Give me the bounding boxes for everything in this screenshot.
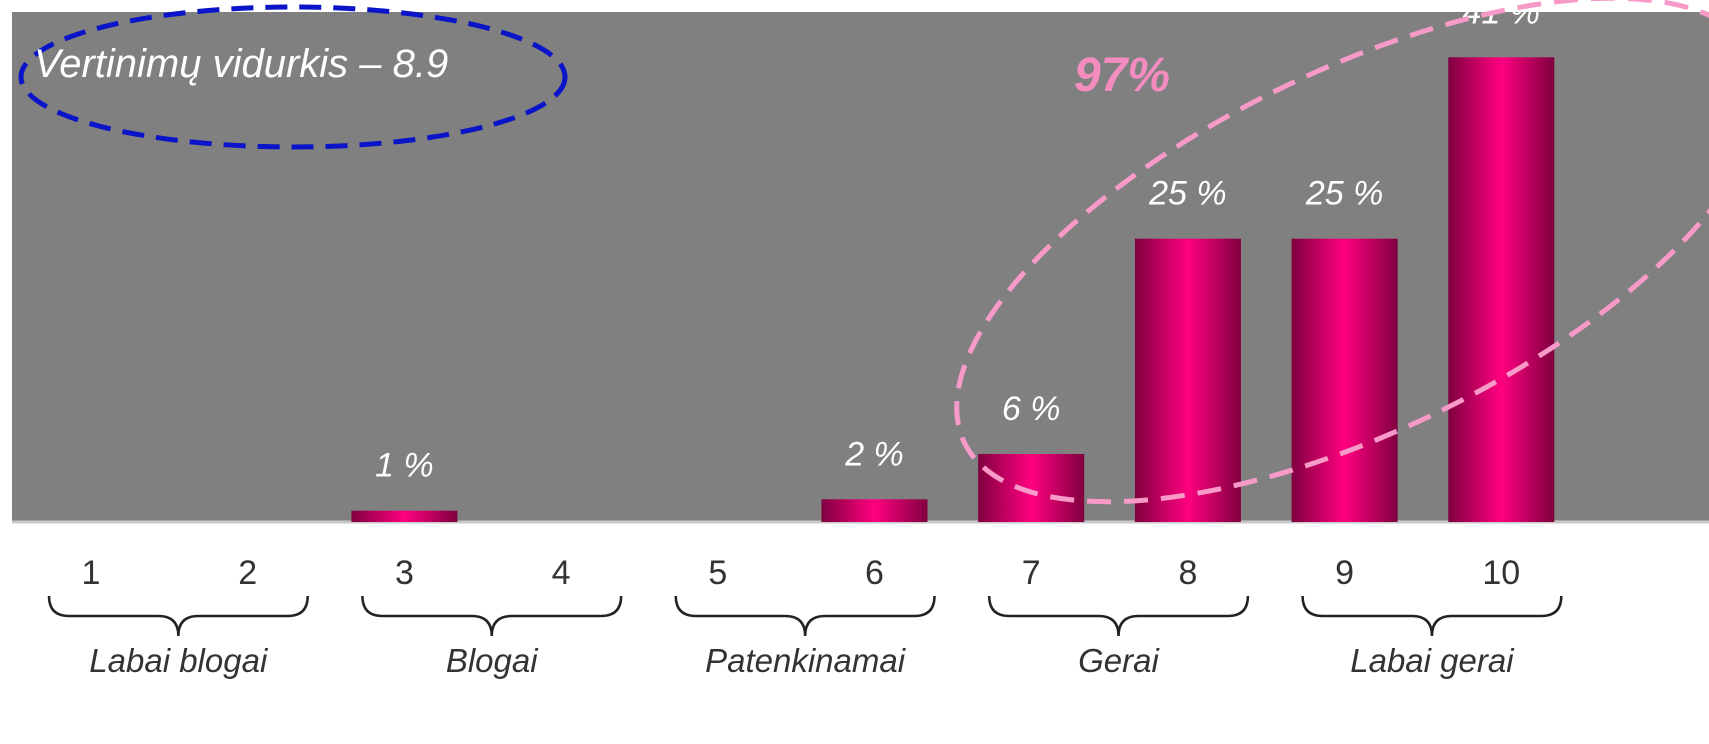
bar-6 xyxy=(821,499,928,522)
group-label-4: Gerai xyxy=(1078,642,1160,679)
value-label-6: 2 % xyxy=(844,435,904,473)
tick-label-10: 10 xyxy=(1482,554,1520,592)
average-annotation: Vertinimų vidurkis – 8.9 xyxy=(34,42,448,86)
tick-label-4: 4 xyxy=(552,554,571,592)
tick-label-9: 9 xyxy=(1335,554,1354,592)
bar-7 xyxy=(978,454,1085,522)
group-brace-2 xyxy=(361,595,623,637)
share-annotation: 97% xyxy=(1074,49,1170,102)
plot-background xyxy=(12,12,1709,522)
bar-8 xyxy=(1134,238,1241,522)
tick-label-6: 6 xyxy=(865,554,884,592)
group-label-1: Labai blogai xyxy=(89,642,269,679)
group-label-2: Blogai xyxy=(446,642,539,679)
group-label-5: Labai gerai xyxy=(1350,642,1515,679)
value-label-7: 6 % xyxy=(1002,390,1061,428)
value-label-9: 25 % xyxy=(1305,175,1384,213)
value-label-3: 1 % xyxy=(375,447,434,485)
tick-label-2: 2 xyxy=(238,554,257,592)
average-ellipse xyxy=(18,4,568,150)
group-brace-5 xyxy=(1301,595,1563,637)
tick-label-5: 5 xyxy=(708,554,727,592)
group-label-3: Patenkinamai xyxy=(705,642,907,679)
tick-label-7: 7 xyxy=(1022,554,1041,592)
group-brace-3 xyxy=(674,595,936,637)
bar-9 xyxy=(1291,238,1398,522)
group-brace-1 xyxy=(47,595,309,637)
group-brace-4 xyxy=(987,595,1250,637)
tick-label-8: 8 xyxy=(1178,554,1197,592)
share-ellipse xyxy=(954,0,1709,505)
value-label-8: 25 % xyxy=(1148,175,1227,213)
bar-10 xyxy=(1448,57,1555,523)
tick-label-1: 1 xyxy=(82,554,101,592)
tick-label-3: 3 xyxy=(395,554,414,592)
bar-3 xyxy=(351,510,458,522)
